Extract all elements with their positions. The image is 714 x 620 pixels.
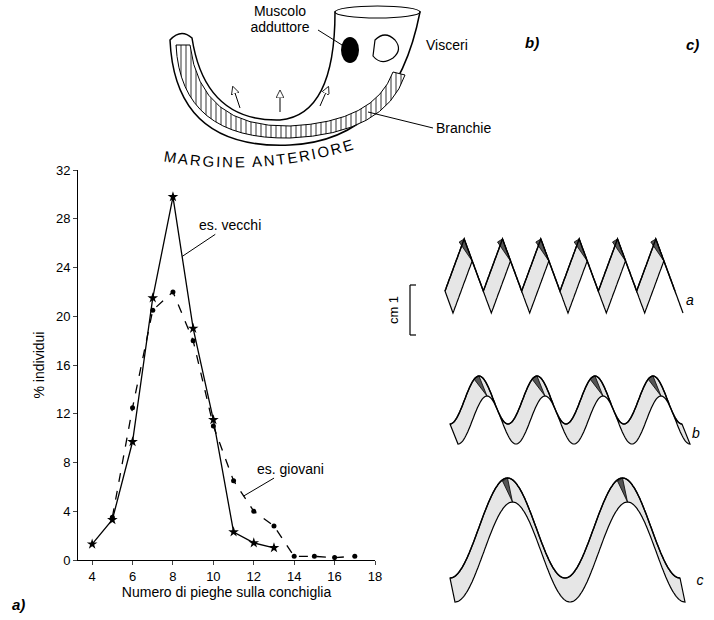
svg-text:8: 8 [169,569,176,584]
svg-text:cm 1: cm 1 [386,296,401,324]
svg-text:b: b [692,425,700,441]
svg-text:18: 18 [368,569,382,584]
svg-text:16: 16 [56,358,70,373]
svg-text:4: 4 [89,569,96,584]
svg-text:c): c) [686,36,699,53]
svg-text:Visceri: Visceri [426,37,468,53]
svg-text:Muscoloadduttore: Muscoloadduttore [250,3,309,35]
svg-text:10: 10 [206,569,220,584]
svg-text:c: c [697,572,704,588]
svg-text:20: 20 [56,309,70,324]
svg-text:16: 16 [327,569,341,584]
svg-text:% individui: % individui [31,332,47,399]
svg-text:b): b) [525,34,539,51]
svg-text:12: 12 [247,569,261,584]
svg-text:a: a [686,292,694,308]
svg-text:es. giovani: es. giovani [257,461,324,477]
svg-text:12: 12 [56,406,70,421]
svg-text:28: 28 [56,211,70,226]
svg-text:4: 4 [63,504,70,519]
svg-text:14: 14 [287,569,301,584]
svg-text:0: 0 [63,553,70,568]
svg-text:8: 8 [63,455,70,470]
svg-text:a): a) [12,596,25,613]
svg-text:Branchie: Branchie [436,120,491,136]
svg-text:MARGINE ANTERIORE: MARGINE ANTERIORE [163,135,357,170]
svg-text:24: 24 [56,260,70,275]
svg-text:6: 6 [129,569,136,584]
svg-text:32: 32 [56,163,70,178]
svg-text:es. vecchi: es. vecchi [199,217,261,233]
svg-text:Numero di pieghe sulla conchig: Numero di pieghe sulla conchiglia [122,584,332,600]
